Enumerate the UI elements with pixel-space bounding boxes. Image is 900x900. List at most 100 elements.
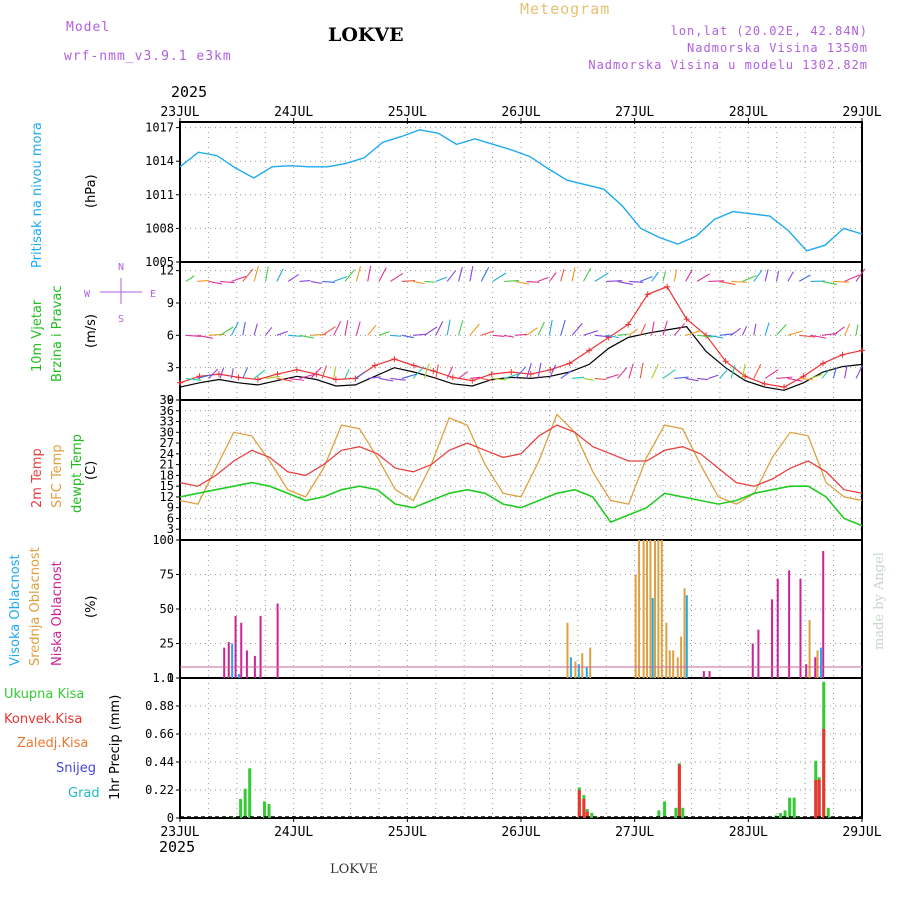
total-precip-bar bbox=[239, 798, 243, 818]
low-cloud-bar bbox=[788, 570, 791, 678]
wind-arrow bbox=[832, 326, 845, 336]
y-tick-label: 0 bbox=[167, 671, 174, 685]
high-cloud-bar bbox=[577, 664, 580, 678]
y-tick-label: 0.88 bbox=[145, 699, 174, 713]
wind-arrow bbox=[810, 373, 823, 379]
wind-gust-marker bbox=[235, 374, 242, 381]
altitude: Nadmorska Visina 1350m bbox=[687, 41, 868, 55]
wind-arrow bbox=[310, 280, 322, 285]
conv-precip-bar bbox=[585, 811, 589, 818]
wind-gust-marker bbox=[644, 291, 651, 298]
total-precip-bar bbox=[792, 797, 796, 818]
y-tick-label: 6 bbox=[167, 511, 174, 525]
dewpt-line bbox=[179, 481, 863, 527]
x-tick-label-top: 23JUL bbox=[160, 105, 199, 120]
wind-arrow bbox=[844, 274, 860, 282]
compass-north: N bbox=[118, 262, 125, 273]
x-tick-label-top: 27JUL bbox=[615, 105, 654, 120]
wind-arrow bbox=[628, 363, 634, 379]
low-cloud-bar bbox=[223, 647, 226, 678]
mid-cloud-bar bbox=[660, 540, 663, 678]
total-precip-bar bbox=[657, 810, 661, 818]
wind-arrow bbox=[548, 364, 557, 379]
wind-arrow bbox=[753, 269, 763, 282]
wind-arrow bbox=[753, 323, 757, 336]
wind-arrow bbox=[606, 334, 619, 339]
wind-arrow bbox=[288, 377, 305, 381]
meteogram-title: Meteogram bbox=[520, 0, 611, 18]
low-cloud-bar bbox=[702, 671, 705, 678]
mid-cloud-bar bbox=[589, 647, 592, 678]
low-cloud-bar bbox=[234, 615, 237, 678]
wind-arrow bbox=[378, 331, 390, 336]
y-tick-label: 1017 bbox=[145, 121, 174, 135]
low-cloud-bar bbox=[776, 578, 779, 678]
wind-arrow bbox=[458, 320, 464, 336]
total-precip-bar bbox=[248, 768, 252, 818]
wind-arrow bbox=[582, 267, 592, 282]
mid-cloud-bar bbox=[649, 540, 652, 678]
mid-cloud-bar bbox=[816, 650, 819, 678]
wind-arrow bbox=[220, 280, 235, 284]
wind-arrow bbox=[639, 362, 644, 379]
wind-arrow bbox=[355, 265, 362, 282]
total-precip-bar bbox=[267, 804, 271, 818]
wind-arrow bbox=[673, 269, 678, 282]
wind-arrow bbox=[708, 280, 725, 282]
wind-arrow bbox=[208, 368, 219, 379]
compass-cross bbox=[100, 278, 142, 304]
wind-arrow bbox=[344, 368, 350, 379]
wind-arrow bbox=[764, 368, 779, 379]
wind-arrow bbox=[526, 327, 538, 336]
wind-arrow bbox=[480, 267, 490, 282]
wind-arrow bbox=[276, 330, 288, 336]
total-precip-bar bbox=[243, 788, 247, 818]
x-tick-label-bottom: 24JUL bbox=[274, 825, 313, 840]
year-top: 2025 bbox=[171, 83, 208, 101]
y-tick-label: 12 bbox=[160, 264, 174, 278]
total-precip-bar bbox=[681, 807, 685, 818]
legend-frz-rain: Zaledj.Kisa bbox=[17, 736, 89, 751]
wind-arrow bbox=[628, 280, 644, 283]
legend-conv-rain: Konvek.Kisa bbox=[4, 712, 83, 727]
wind-gust-marker bbox=[508, 368, 515, 375]
y-tick-label: 39 bbox=[160, 393, 174, 407]
wind-arrow bbox=[730, 364, 736, 379]
conv-precip-bar bbox=[582, 798, 586, 818]
wind-arrow bbox=[219, 326, 234, 336]
wind-arrow bbox=[776, 376, 793, 379]
wind-arrow bbox=[696, 377, 709, 381]
low-cloud-bar bbox=[805, 664, 808, 678]
wind-gust-marker bbox=[293, 366, 300, 373]
wind-gust-marker bbox=[527, 371, 534, 378]
wind-arrow bbox=[526, 280, 540, 283]
mid-cloud-bar bbox=[668, 650, 671, 678]
wind-arrow bbox=[503, 280, 520, 282]
wind-arrow bbox=[458, 267, 463, 282]
conv-precip-bar bbox=[577, 790, 581, 818]
wind-arrow bbox=[230, 368, 234, 379]
wind-arrow bbox=[185, 377, 202, 381]
y-tick-label: 0.66 bbox=[145, 727, 174, 741]
wind-arrow bbox=[481, 330, 495, 336]
y-tick-label: 0.22 bbox=[145, 783, 174, 797]
wind-speed-line bbox=[179, 326, 863, 391]
wind-arrow bbox=[333, 366, 337, 379]
total-precip-bar bbox=[779, 812, 783, 818]
wind-arrow bbox=[230, 321, 239, 336]
wind-arrow bbox=[514, 366, 527, 379]
coordinates: lon,lat (20.02E, 42.84N) bbox=[670, 24, 868, 38]
wind-arrow bbox=[662, 320, 668, 336]
wind-arrow bbox=[855, 324, 859, 336]
footer-station: LOKVE bbox=[330, 862, 378, 877]
wind-arrow bbox=[821, 370, 829, 379]
wind-arrow bbox=[446, 270, 456, 282]
wind-gust-marker bbox=[371, 362, 378, 369]
high-cloud-bar bbox=[819, 647, 822, 678]
wind-arrow bbox=[503, 334, 515, 338]
wind-arrow bbox=[265, 326, 273, 336]
model-name: wrf-nmm_v3.9.1 e3km bbox=[64, 49, 232, 64]
wind-arrow bbox=[594, 377, 607, 381]
wind-arrow bbox=[821, 280, 838, 285]
wind-arrow bbox=[560, 268, 565, 282]
